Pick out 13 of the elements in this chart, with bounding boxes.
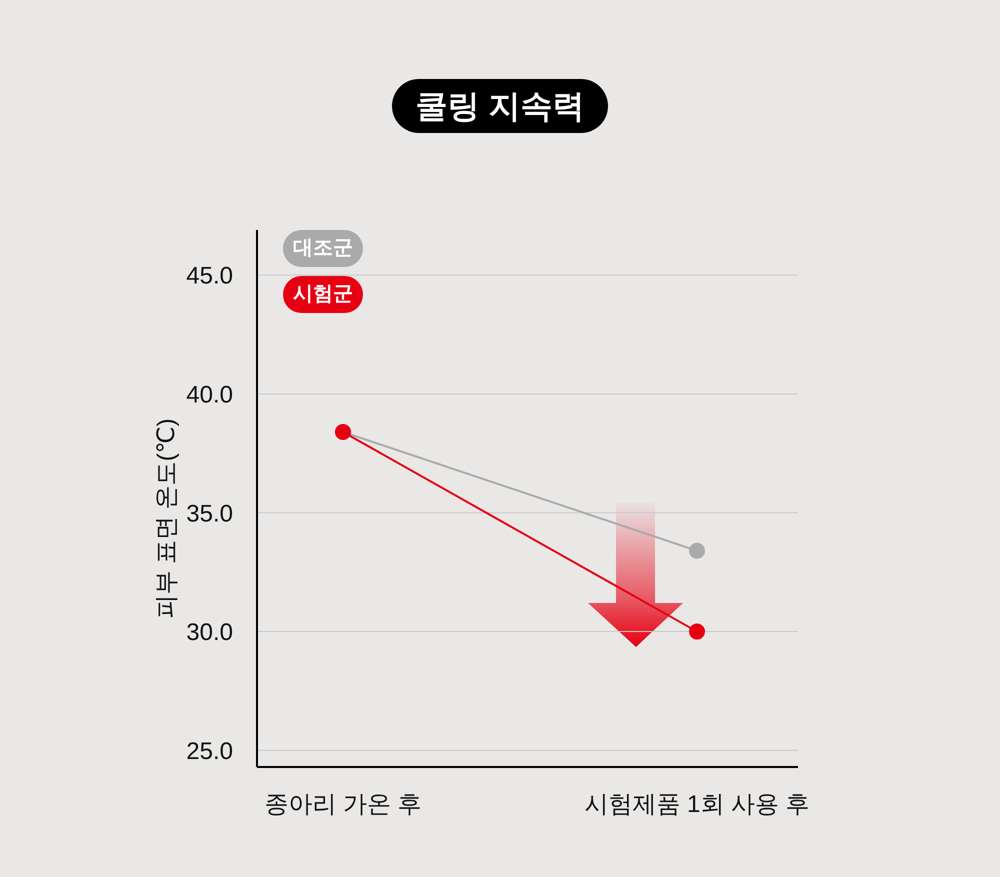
chart-title: 쿨링 지속력 (392, 79, 608, 133)
point (689, 542, 705, 559)
text: 대조군 (283, 230, 363, 267)
y-tick-label: 40.0 (186, 381, 233, 408)
y-axis-title: 피부 표면 온도(℃) (152, 418, 180, 619)
point (689, 624, 705, 640)
y-tick-label: 25.0 (186, 738, 233, 765)
y-tick-label: 45.0 (186, 262, 233, 290)
text: 시험군 (283, 276, 363, 313)
y-tick-label: 30.0 (186, 619, 233, 646)
x-tick-label: 시험제품 1회 사용 후 (584, 791, 810, 818)
y-tick-label: 35.0 (186, 500, 233, 528)
x-tick-label: 종아리 가온 후 (264, 791, 422, 818)
